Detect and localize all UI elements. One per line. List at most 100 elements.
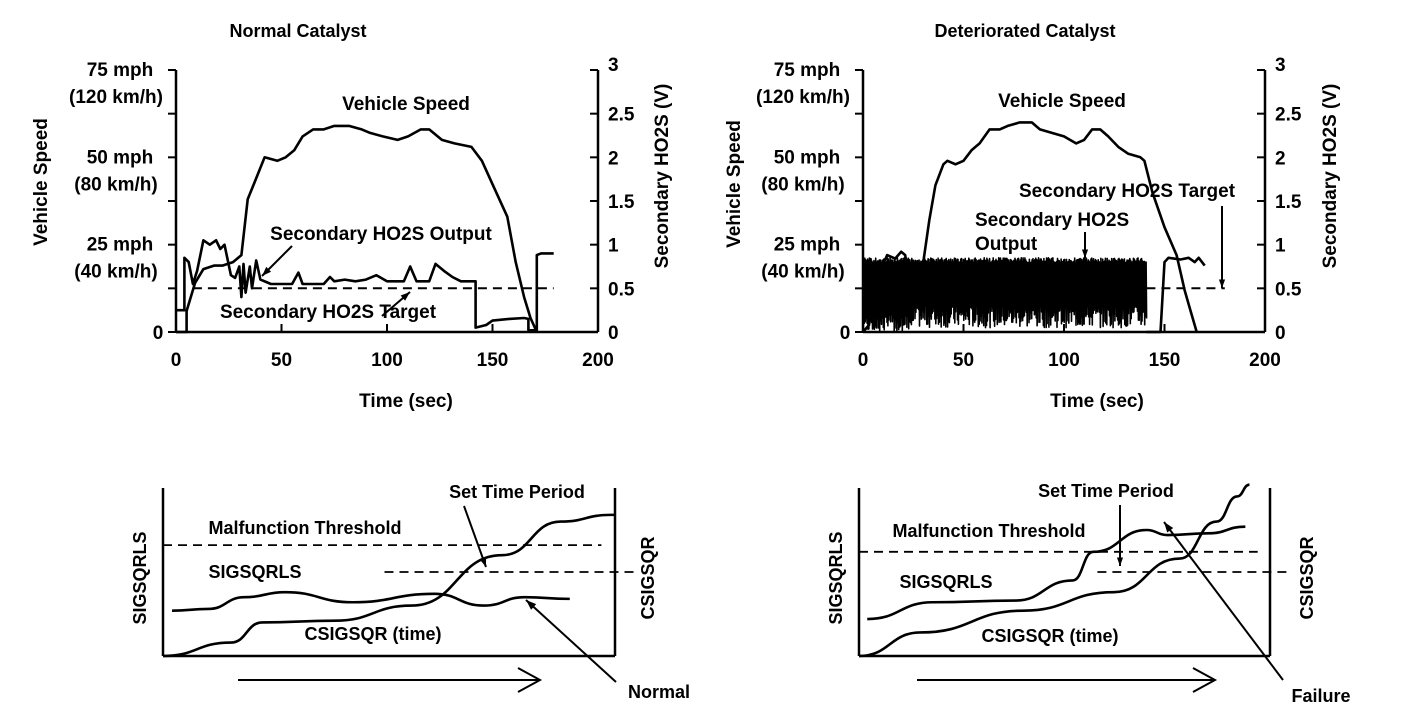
- x-tick-label: 200: [582, 350, 614, 371]
- annotation-set-time-period: Set Time Period: [1038, 481, 1174, 501]
- normal-catalyst-chart: Normal Catalyst Vehicle Speed Secondary …: [31, 21, 673, 412]
- y-axis-label: SIGSQRLS: [826, 531, 846, 624]
- annotation-malfunction-threshold: Malfunction Threshold: [893, 521, 1086, 541]
- annotation-csigsqr: CSIGSQR (time): [981, 626, 1118, 646]
- ho2s-output-line: [862, 256, 1148, 333]
- x-axis-label: Time (sec): [359, 391, 453, 412]
- y-tick-label: 25 mph: [774, 235, 841, 256]
- x-tick-label: 0: [858, 350, 869, 371]
- y-tick-label: 0: [153, 323, 164, 344]
- x-tick-label: 50: [953, 350, 974, 371]
- y-axis-label: Vehicle Speed: [724, 120, 745, 248]
- vehicle-speed-line: [862, 121, 1198, 333]
- y2-tick-label: 2: [1275, 148, 1286, 169]
- failure-arrow-head: [1164, 522, 1174, 533]
- annotation-ho2s-target: Secondary HO2S Target: [220, 302, 437, 323]
- annotation-normal: Normal: [628, 682, 690, 702]
- annotation-ho2s-output-line1: Secondary HO2S: [975, 210, 1129, 231]
- annotation-vehicle-speed: Vehicle Speed: [998, 91, 1126, 112]
- target-arrow-head: [1218, 279, 1226, 288]
- annotation-set-time-period: Set Time Period: [449, 482, 585, 502]
- ho2s-output-line-tail: [1146, 256, 1206, 334]
- y2-tick-label: 1.5: [608, 192, 635, 213]
- output-arrow-head: [1081, 249, 1089, 258]
- y-tick-sublabel: (120 km/h): [756, 87, 850, 108]
- annotation-failure: Failure: [1291, 686, 1350, 706]
- vehicle-speed-line: [176, 124, 538, 334]
- csigsqr-time-curve: [858, 483, 1250, 658]
- annotation-sigsqrls: SIGSQRLS: [208, 562, 301, 582]
- y2-tick-label: 1: [608, 236, 619, 257]
- annotation-vehicle-speed: Vehicle Speed: [342, 94, 470, 115]
- y-tick-label: 0: [840, 323, 851, 344]
- axes: 75 mph (120 km/h) 50 mph (80 km/h) 25 mph (40…: [69, 55, 635, 371]
- failure-arrow: [1163, 521, 1284, 681]
- x-tick-label: 100: [1048, 350, 1080, 371]
- y-tick-label: 50 mph: [774, 147, 841, 168]
- x-tick-label: 0: [171, 350, 182, 371]
- y-tick-label: 50 mph: [87, 147, 154, 168]
- deteriorated-catalyst-chart: Deteriorated Catalyst Vehicle Speed Seco…: [724, 21, 1341, 412]
- axes: 75 mph (120 km/h) 50 mph (80 km/h) 25 mph (40…: [756, 55, 1302, 371]
- y-axis-label: Vehicle Speed: [31, 118, 52, 246]
- x-tick-label: 50: [271, 350, 292, 371]
- x-axis-label: Time (sec): [1050, 391, 1144, 412]
- annotation-csigsqr: CSIGSQR (time): [304, 624, 441, 644]
- target-arrow-head: [400, 292, 410, 301]
- output-arrow-head: [262, 266, 272, 276]
- csigsqr-time-curve: [162, 513, 615, 658]
- y2-axis-label: CSIGSQR: [638, 536, 658, 619]
- y-tick-label: 75 mph: [774, 60, 841, 81]
- time-arrow-head: [517, 667, 543, 693]
- y2-tick-label: 2: [608, 148, 619, 169]
- time-arrow-head: [1192, 667, 1218, 693]
- y-tick-label: 75 mph: [87, 60, 154, 81]
- sigsqrls-curve: [172, 590, 570, 612]
- series-lines: [176, 124, 554, 334]
- annotation-ho2s-target: Secondary HO2S Target: [1019, 181, 1236, 202]
- annotation-ho2s-output: Secondary HO2S Output: [975, 210, 1134, 255]
- y2-tick-label: 2.5: [608, 105, 635, 126]
- x-tick-label: 100: [371, 350, 403, 371]
- sigsqrls-curve: [867, 525, 1246, 621]
- y-tick-label: 25 mph: [87, 235, 154, 256]
- normal-arrow: [525, 599, 617, 683]
- set-time-period-arrow-head: [480, 558, 487, 567]
- y2-tick-label: 0: [1275, 323, 1286, 344]
- y2-tick-label: 2.5: [1275, 105, 1302, 126]
- y-tick-sublabel: (80 km/h): [761, 174, 844, 195]
- y2-tick-label: 3: [1275, 55, 1286, 76]
- y-tick-sublabel: (40 km/h): [74, 262, 157, 283]
- annotation-ho2s-output-line2: Output: [975, 234, 1038, 255]
- series-lines: [862, 121, 1226, 334]
- chart-title: Normal Catalyst: [229, 21, 366, 41]
- x-tick-label: 150: [1149, 350, 1181, 371]
- set-time-period-arrow: [463, 505, 487, 568]
- normal-arrow-head: [526, 600, 537, 610]
- y2-tick-label: 0.5: [1275, 279, 1302, 300]
- ho2s-output-line: [176, 239, 554, 332]
- series-lines: [858, 483, 1291, 693]
- annotation-sigsqrls: SIGSQRLS: [899, 572, 992, 592]
- annotation-malfunction-threshold: Malfunction Threshold: [209, 518, 402, 538]
- y2-axis-label: Secondary HO2S (V): [1320, 84, 1341, 269]
- x-tick-label: 200: [1249, 350, 1281, 371]
- y-tick-sublabel: (80 km/h): [74, 174, 157, 195]
- y2-tick-label: 0.5: [608, 279, 635, 300]
- normal-sigsqrls-diagram: SIGSQRLS CSIGSQR Set Time Period Malfunc…: [130, 482, 690, 702]
- y2-axis-label: CSIGSQR: [1297, 536, 1317, 619]
- y2-tick-label: 1.5: [1275, 192, 1302, 213]
- annotation-ho2s-output: Secondary HO2S Output: [270, 224, 492, 245]
- y2-tick-label: 0: [608, 323, 619, 344]
- y-axis-label: SIGSQRLS: [130, 531, 150, 624]
- y2-tick-label: 3: [608, 55, 619, 76]
- x-tick-label: 150: [477, 350, 509, 371]
- failure-sigsqrls-diagram: SIGSQRLS CSIGSQR Set Time Period Malfunc…: [826, 481, 1351, 706]
- y-tick-sublabel: (120 km/h): [69, 87, 163, 108]
- set-time-period-arrow-head: [1116, 557, 1124, 566]
- y2-axis-label: Secondary HO2S (V): [652, 84, 673, 269]
- y2-tick-label: 1: [1275, 236, 1286, 257]
- chart-title: Deteriorated Catalyst: [934, 21, 1115, 41]
- y-tick-sublabel: (40 km/h): [761, 262, 844, 283]
